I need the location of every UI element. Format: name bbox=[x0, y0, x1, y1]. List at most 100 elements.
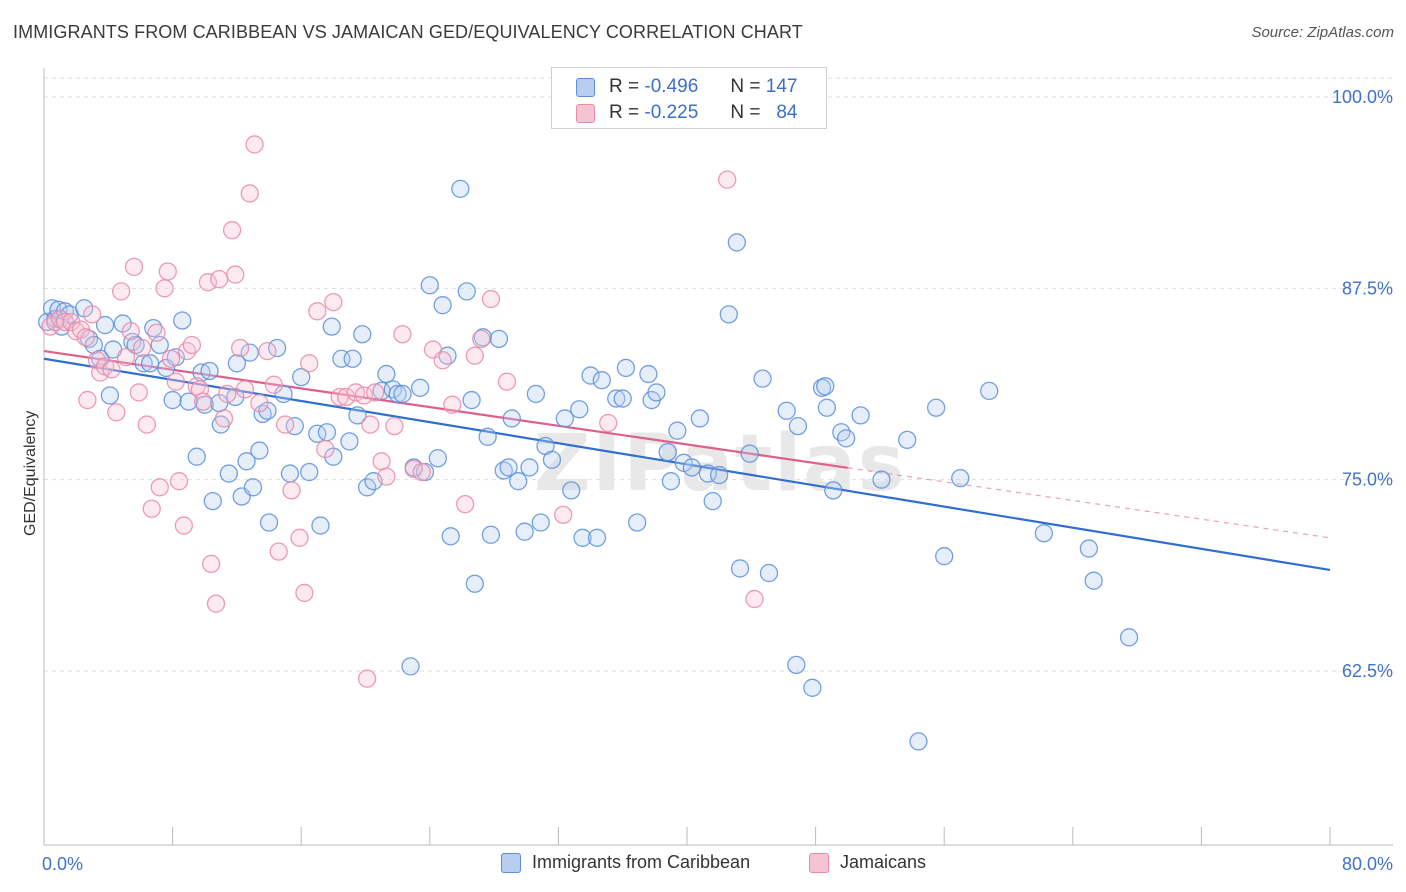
blue-data-point bbox=[311, 516, 330, 535]
blue-data-point bbox=[690, 409, 710, 428]
blue-data-point bbox=[250, 441, 269, 460]
blue-data-point bbox=[173, 311, 192, 330]
pink-data-point bbox=[324, 292, 343, 312]
blue-data-point bbox=[787, 655, 806, 675]
blue-data-point bbox=[587, 528, 607, 547]
pink-data-point bbox=[206, 594, 226, 613]
blue-data-point bbox=[393, 384, 412, 404]
pink-data-point bbox=[124, 257, 144, 277]
pink-data-point bbox=[385, 416, 404, 436]
pink-data-point bbox=[193, 392, 213, 411]
blue-data-point bbox=[465, 574, 484, 593]
pink-data-point bbox=[433, 351, 452, 370]
blue-data-point bbox=[280, 464, 300, 483]
blue-data-point bbox=[1079, 539, 1099, 558]
blue-data-point bbox=[203, 491, 222, 511]
source-note: Source: ZipAtlas.com bbox=[1251, 24, 1394, 41]
blue-swatch-icon bbox=[576, 77, 595, 97]
pink-data-point bbox=[187, 377, 206, 396]
pink-data-point bbox=[554, 505, 573, 525]
legend-label: Immigrants from Caribbean bbox=[532, 852, 751, 872]
blue-data-point bbox=[935, 547, 954, 566]
blue-data-point bbox=[816, 377, 835, 396]
blue-data-point bbox=[494, 461, 513, 480]
pink-data-point bbox=[245, 135, 264, 154]
pink-data-point bbox=[155, 279, 174, 298]
blue-trend-line bbox=[43, 357, 1331, 572]
blue-data-point bbox=[647, 383, 666, 402]
y-tick-label: 87.5% bbox=[1342, 278, 1393, 298]
pink-data-point bbox=[481, 289, 501, 309]
pink-data-point bbox=[377, 467, 396, 486]
chart-title: IMMIGRANTS FROM CARIBBEAN VS JAMAICAN GE… bbox=[13, 22, 803, 42]
pink-data-point bbox=[745, 589, 764, 609]
blue-data-point bbox=[570, 400, 589, 419]
blue-data-point bbox=[520, 458, 539, 477]
pink-data-point bbox=[161, 349, 181, 368]
blue-data-point bbox=[428, 449, 447, 468]
pink-data-point bbox=[275, 415, 295, 434]
blue-data-point bbox=[613, 389, 632, 408]
blue-data-point bbox=[441, 527, 460, 546]
blue-data-point bbox=[140, 354, 160, 373]
pink-data-point bbox=[214, 409, 234, 428]
blue-data-point bbox=[499, 458, 518, 477]
pink-data-point bbox=[202, 554, 221, 574]
blue-data-point bbox=[462, 390, 481, 410]
pink-data-point bbox=[91, 363, 110, 382]
pink-data-point bbox=[393, 325, 412, 344]
x-tick-label: 0.0% bbox=[42, 854, 83, 874]
grid-lines bbox=[44, 77, 1393, 672]
blue-data-point bbox=[851, 406, 870, 425]
blue-data-point bbox=[420, 276, 439, 295]
blue-data-point bbox=[411, 378, 430, 397]
pink-data-point bbox=[497, 372, 517, 391]
blue-data-point bbox=[661, 472, 681, 491]
series-legend: Immigrants from Caribbean Jamaicans bbox=[0, 852, 1406, 878]
blue-data-point bbox=[353, 325, 372, 344]
blue-data-point bbox=[489, 329, 509, 348]
pink-data-point bbox=[218, 384, 237, 404]
blue-data-point bbox=[317, 423, 337, 442]
pink-data-point bbox=[226, 265, 245, 284]
pink-data-point bbox=[290, 528, 309, 547]
blue-data-point bbox=[274, 384, 293, 404]
pink-data-point bbox=[112, 282, 131, 301]
blue-data-point bbox=[100, 386, 120, 405]
y-tick-label: 62.5% bbox=[1342, 661, 1393, 681]
blue-data-point bbox=[322, 317, 341, 336]
pink-data-point bbox=[46, 312, 65, 332]
pink-data-point bbox=[222, 221, 242, 240]
blue-data-point bbox=[253, 404, 272, 423]
blue-data-point bbox=[759, 563, 779, 583]
pink-data-point bbox=[240, 184, 259, 203]
blue-data-point bbox=[237, 452, 256, 471]
r-label: R = bbox=[609, 76, 640, 97]
pink-data-point bbox=[83, 305, 102, 324]
y-tick-label: 75.0% bbox=[1342, 470, 1393, 490]
blue-data-point bbox=[753, 369, 772, 388]
blue-data-point bbox=[259, 513, 279, 532]
blue-data-point bbox=[658, 442, 677, 462]
watermark: ZIPatlas bbox=[534, 419, 906, 509]
tick-labels: 100.0% 87.5% 75.0% 62.5% 0.0% 80.0% bbox=[42, 87, 1393, 874]
blue-data-point bbox=[134, 354, 153, 373]
blue-data-point bbox=[388, 384, 407, 404]
pink-data-point bbox=[282, 481, 301, 500]
n-label: N = bbox=[730, 76, 761, 97]
pink-data-point bbox=[599, 413, 618, 433]
blue-data-point bbox=[562, 481, 581, 500]
pink-data-point bbox=[129, 383, 148, 402]
pink-data-point bbox=[132, 338, 152, 358]
blue-data-point bbox=[377, 364, 396, 384]
pink-data-point bbox=[169, 472, 189, 491]
blue-data-point bbox=[573, 528, 592, 547]
blue-data-point bbox=[243, 478, 263, 497]
blue-data-point bbox=[401, 657, 420, 676]
blue-data-point bbox=[542, 450, 562, 469]
pink-data-point bbox=[121, 322, 140, 341]
pink-data-point bbox=[258, 341, 277, 361]
blue-data-point bbox=[526, 384, 546, 404]
blue-data-point bbox=[581, 366, 600, 385]
blue-data-point bbox=[872, 470, 891, 489]
